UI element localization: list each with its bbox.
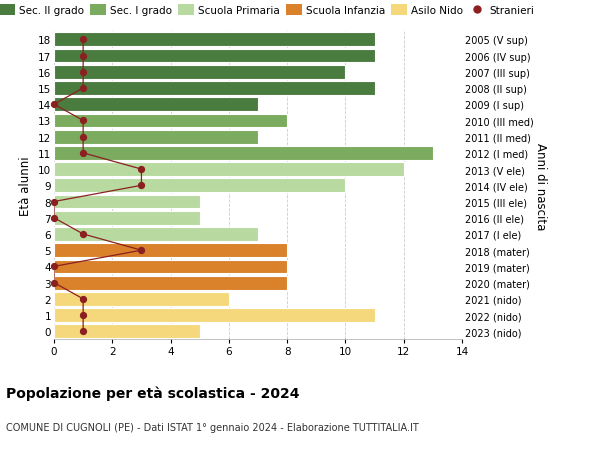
Point <box>79 69 88 76</box>
Text: Popolazione per età scolastica - 2024: Popolazione per età scolastica - 2024 <box>6 386 299 400</box>
Point <box>137 247 146 254</box>
Point <box>79 231 88 238</box>
Bar <box>54 82 374 95</box>
Bar <box>54 292 229 306</box>
Bar <box>54 195 200 209</box>
Bar <box>54 260 287 274</box>
Point <box>79 53 88 60</box>
Bar <box>54 130 258 144</box>
Point <box>79 37 88 44</box>
Bar <box>54 146 433 160</box>
Bar <box>54 325 200 338</box>
Point <box>79 118 88 125</box>
Bar <box>54 163 404 177</box>
Bar <box>54 228 258 241</box>
Point <box>79 85 88 92</box>
Bar <box>54 98 258 112</box>
Bar <box>54 212 200 225</box>
Point <box>79 134 88 141</box>
Point <box>79 312 88 319</box>
Bar <box>54 244 287 257</box>
Bar <box>54 114 287 128</box>
Point <box>79 150 88 157</box>
Point <box>49 101 59 109</box>
Bar <box>54 308 374 322</box>
Point <box>49 280 59 287</box>
Bar <box>54 66 346 79</box>
Bar <box>54 276 287 290</box>
Point <box>49 215 59 222</box>
Text: COMUNE DI CUGNOLI (PE) - Dati ISTAT 1° gennaio 2024 - Elaborazione TUTTITALIA.IT: COMUNE DI CUGNOLI (PE) - Dati ISTAT 1° g… <box>6 422 419 432</box>
Y-axis label: Età alunni: Età alunni <box>19 156 32 216</box>
Bar <box>54 34 374 47</box>
Point <box>49 263 59 270</box>
Point <box>49 198 59 206</box>
Bar <box>54 179 346 193</box>
Point <box>137 166 146 174</box>
Bar <box>54 50 374 63</box>
Y-axis label: Anni di nascita: Anni di nascita <box>535 142 547 230</box>
Point <box>79 328 88 335</box>
Point <box>137 182 146 190</box>
Legend: Sec. II grado, Sec. I grado, Scuola Primaria, Scuola Infanzia, Asilo Nido, Stran: Sec. II grado, Sec. I grado, Scuola Prim… <box>0 5 534 16</box>
Point <box>79 296 88 303</box>
